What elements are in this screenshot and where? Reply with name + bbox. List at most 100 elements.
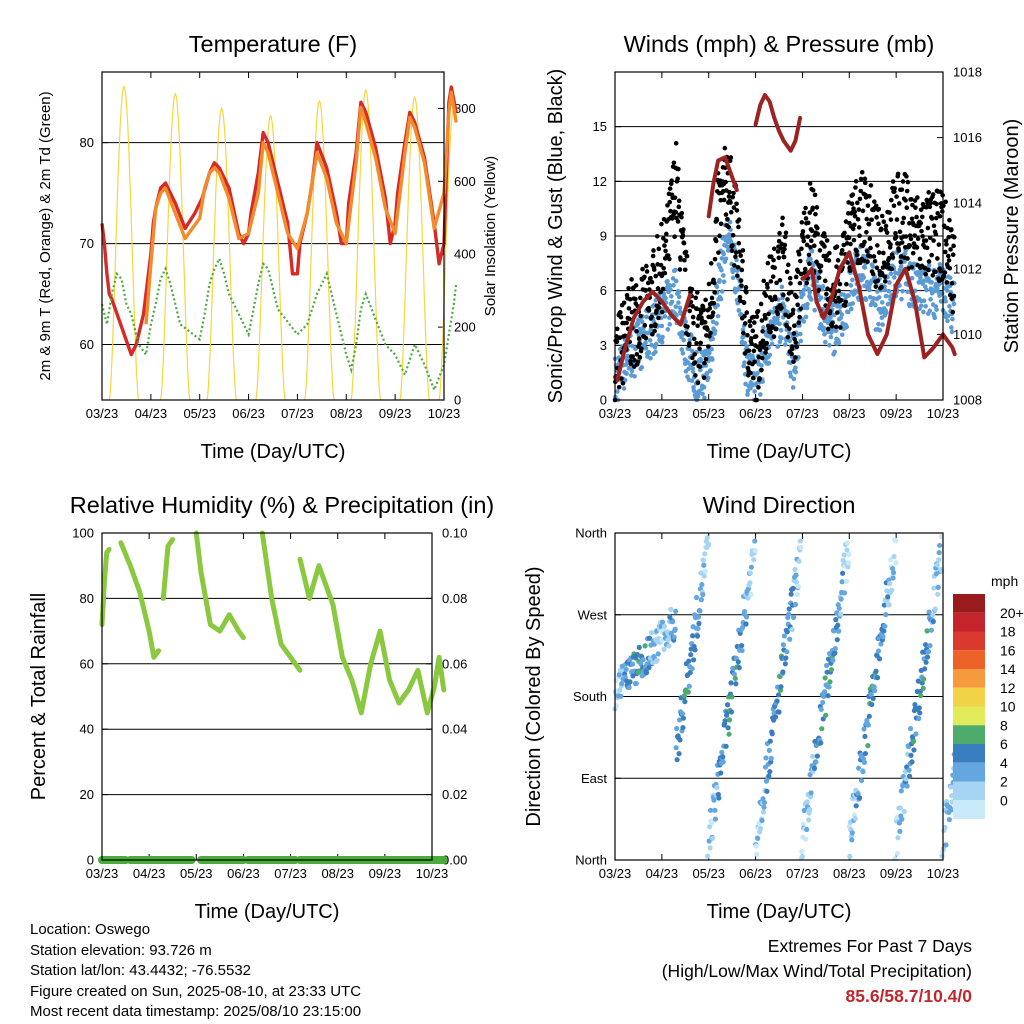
wind-speed-point — [887, 280, 892, 285]
gust-point — [693, 295, 699, 301]
gust-point — [945, 225, 950, 231]
direction-point — [861, 759, 868, 765]
gust-point — [804, 242, 810, 248]
gust-point — [919, 214, 925, 220]
direction-point — [711, 797, 717, 803]
gust-point — [880, 265, 886, 270]
direction-point — [886, 602, 892, 608]
gust-point — [768, 279, 774, 284]
wind-speed-point — [643, 340, 648, 345]
gust-point — [642, 323, 648, 328]
direction-point — [643, 670, 650, 676]
gust-point — [934, 201, 939, 207]
wind-speed-point — [945, 318, 950, 324]
direction-point — [849, 837, 855, 843]
gust-point — [687, 341, 692, 346]
direction-point — [910, 738, 917, 745]
temp-ytick-label: 70 — [80, 236, 94, 251]
gust-point — [818, 263, 824, 269]
dir-title: Wind Direction — [703, 492, 856, 518]
wind-speed-point — [944, 288, 950, 293]
gust-point — [681, 227, 686, 232]
dewpoint-series — [100, 255, 458, 393]
direction-point — [708, 807, 714, 813]
direction-point — [629, 661, 636, 667]
wind-speed-point — [927, 308, 933, 314]
gust-point — [791, 323, 797, 329]
direction-point — [793, 579, 800, 585]
wind-speed-point — [924, 287, 929, 293]
gust-point — [807, 181, 813, 186]
direction-point — [719, 749, 725, 755]
wind-ytick-right-label: 1010 — [953, 327, 982, 342]
direction-point — [786, 606, 792, 612]
direction-point — [844, 540, 851, 546]
gust-point — [930, 192, 936, 197]
direction-point — [930, 618, 936, 625]
gust-point — [788, 289, 794, 295]
direction-point — [731, 671, 737, 677]
rh-xtick-label: 07/23 — [274, 866, 307, 881]
gust-point — [618, 314, 624, 320]
gust-point — [926, 259, 932, 264]
direction-point — [767, 768, 773, 775]
wind-speed-point — [643, 346, 649, 351]
gust-point — [867, 193, 872, 199]
wind-speed-point — [681, 337, 686, 343]
direction-point — [931, 585, 937, 591]
wind-speed-point — [646, 350, 652, 356]
gust-point — [748, 336, 754, 341]
wind-speed-point — [665, 327, 671, 332]
gust-point — [938, 268, 944, 274]
wind-speed-point — [698, 367, 703, 373]
gust-point — [781, 254, 787, 260]
wind-speed-point — [668, 293, 674, 299]
wind-speed-point — [721, 251, 727, 257]
direction-point — [849, 830, 855, 836]
direction-point — [899, 816, 905, 822]
gust-point — [904, 174, 909, 179]
gust-point — [883, 223, 889, 229]
gust-point — [946, 234, 951, 240]
wind-speed-point — [876, 295, 882, 300]
gust-point — [900, 179, 906, 184]
direction-point — [695, 625, 701, 632]
gust-point — [726, 194, 732, 199]
direction-point — [888, 557, 894, 563]
gust-point — [810, 187, 816, 193]
direction-point — [698, 597, 704, 603]
gust-point — [752, 359, 757, 365]
direction-point — [856, 795, 863, 801]
direction-point — [865, 722, 871, 728]
direction-point — [828, 667, 835, 673]
gust-point — [739, 267, 745, 273]
direction-point — [676, 751, 682, 757]
gust-point — [759, 367, 764, 373]
gust-point — [852, 209, 857, 215]
direction-point — [793, 572, 799, 578]
gust-point — [697, 346, 702, 351]
wind-speed-point — [848, 306, 854, 312]
gust-point — [654, 308, 659, 313]
gust-point — [692, 352, 697, 357]
wind-speed-point — [673, 304, 679, 309]
gust-point — [783, 230, 789, 236]
direction-point — [821, 693, 827, 699]
gust-point — [867, 253, 873, 259]
gust-point — [799, 246, 804, 252]
gust-point — [843, 299, 848, 305]
gust-point — [947, 217, 952, 223]
gust-point — [614, 326, 620, 332]
gust-point — [862, 180, 868, 186]
wind-speed-point — [767, 352, 773, 358]
direction-point — [873, 668, 879, 674]
direction-point — [800, 821, 806, 827]
wind-speed-point — [695, 393, 701, 399]
colorbar-label: 0 — [1000, 792, 1008, 808]
gust-point — [627, 296, 633, 302]
wind-speed-point — [691, 388, 697, 393]
wind-speed-point — [689, 378, 695, 384]
rh-ytick-right-label: 0.06 — [442, 656, 467, 671]
gust-point — [690, 314, 696, 320]
gust-point — [931, 238, 936, 243]
